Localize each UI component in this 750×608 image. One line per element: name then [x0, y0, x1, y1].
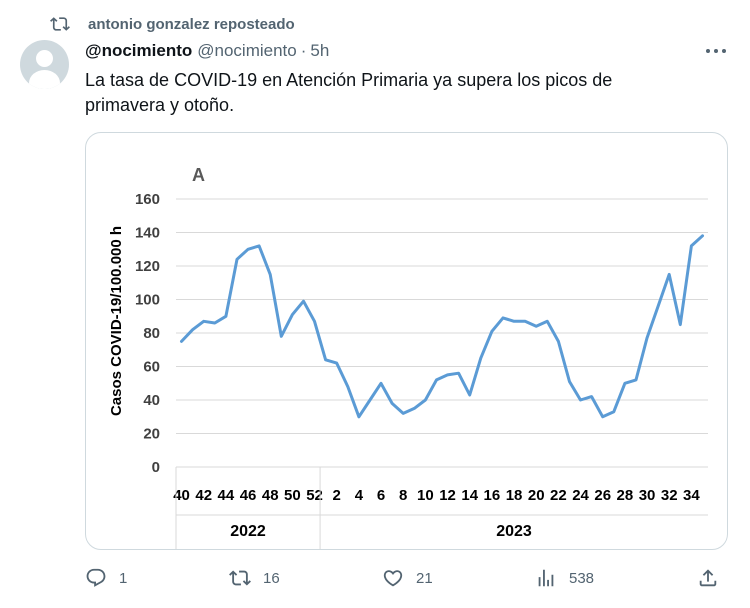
- heart-icon: [383, 570, 403, 587]
- panel-label: A: [192, 165, 205, 185]
- y-tick-label: 60: [143, 359, 160, 376]
- repost-count: 16: [263, 569, 280, 587]
- x-tick-label: 50: [284, 487, 301, 504]
- y-tick-label: 100: [135, 292, 160, 309]
- x-tick-label: 44: [218, 487, 235, 504]
- action-bar: 1 16 21 538: [85, 566, 728, 590]
- x-tick-label: 26: [594, 487, 611, 504]
- reply-button[interactable]: 1: [85, 566, 127, 590]
- repost-indicator: antonio gonzalez reposteado: [50, 13, 295, 35]
- tweet-header: @nocimiento @nocimiento · 5h: [85, 40, 329, 62]
- y-axis-label: Casos COVID-19/100.000 h: [108, 226, 125, 416]
- x-tick-label: 4: [355, 487, 364, 504]
- y-tick-label: 0: [152, 459, 160, 476]
- share-button[interactable]: [697, 566, 719, 590]
- avatar[interactable]: [20, 40, 69, 89]
- x-tick-label: 22: [550, 487, 567, 504]
- more-icon-dot: [706, 49, 710, 53]
- x-tick-label: 30: [639, 487, 656, 504]
- x-tick-label: 32: [661, 487, 678, 504]
- like-count: 21: [416, 569, 433, 587]
- y-tick-label: 120: [135, 258, 160, 275]
- more-button[interactable]: [704, 40, 728, 62]
- reply-count: 1: [119, 569, 128, 587]
- reply-icon: [86, 568, 106, 587]
- x-tick-label: 2: [333, 487, 341, 504]
- y-tick-label: 140: [135, 225, 160, 242]
- x-tick-label: 52: [306, 487, 323, 504]
- x-tick-label: 46: [240, 487, 257, 504]
- tweet-media-chart[interactable]: 0 20 40 60 80 100 120 140 160 Casos COVID-19/100.…: [85, 132, 728, 550]
- y-tick-label: 20: [143, 426, 160, 443]
- x-tick-label: 48: [262, 487, 279, 504]
- x-tick-label: 34: [683, 487, 700, 504]
- x-tick-label: 14: [461, 487, 478, 504]
- timestamp[interactable]: 5h: [310, 41, 330, 60]
- line-chart: 0 20 40 60 80 100 120 140 160 Casos COVID-19/100.…: [108, 165, 708, 549]
- repost-icon: [50, 17, 70, 31]
- x-tick-label: 24: [572, 487, 589, 504]
- views-button[interactable]: 538: [535, 566, 594, 590]
- handle[interactable]: @nocimiento: [197, 41, 297, 60]
- x-tick-label: 28: [617, 487, 634, 504]
- year-label: 2022: [230, 523, 266, 540]
- x-tick-label: 6: [377, 487, 385, 504]
- tweet-text: La tasa de COVID-19 en Atención Primaria…: [85, 70, 613, 115]
- x-tick-label: 16: [484, 487, 501, 504]
- x-tick-label: 10: [417, 487, 434, 504]
- y-tick-label: 160: [135, 191, 160, 208]
- x-tick-label: 8: [399, 487, 407, 504]
- more-icon-dot: [714, 49, 718, 53]
- x-tick-label: 40: [173, 487, 190, 504]
- display-name[interactable]: @nocimiento: [85, 41, 193, 60]
- year-label: 2023: [496, 523, 532, 540]
- y-tick-label: 40: [143, 392, 160, 409]
- share-icon: [699, 569, 717, 587]
- repost-icon: [229, 570, 251, 586]
- more-icon-dot: [722, 49, 726, 53]
- like-button[interactable]: 21: [382, 566, 433, 590]
- x-tick-label: 42: [195, 487, 212, 504]
- y-tick-label: 80: [143, 325, 160, 342]
- series-line: [180, 234, 704, 419]
- x-tick-label: 18: [506, 487, 523, 504]
- views-icon: [538, 569, 554, 587]
- x-tick-label: 12: [439, 487, 456, 504]
- separator-dot: ·: [300, 41, 307, 60]
- repost-text[interactable]: antonio gonzalez reposteado: [88, 15, 295, 33]
- repost-button[interactable]: 16: [229, 566, 280, 590]
- x-tick-label: 20: [528, 487, 545, 504]
- views-count: 538: [569, 569, 595, 587]
